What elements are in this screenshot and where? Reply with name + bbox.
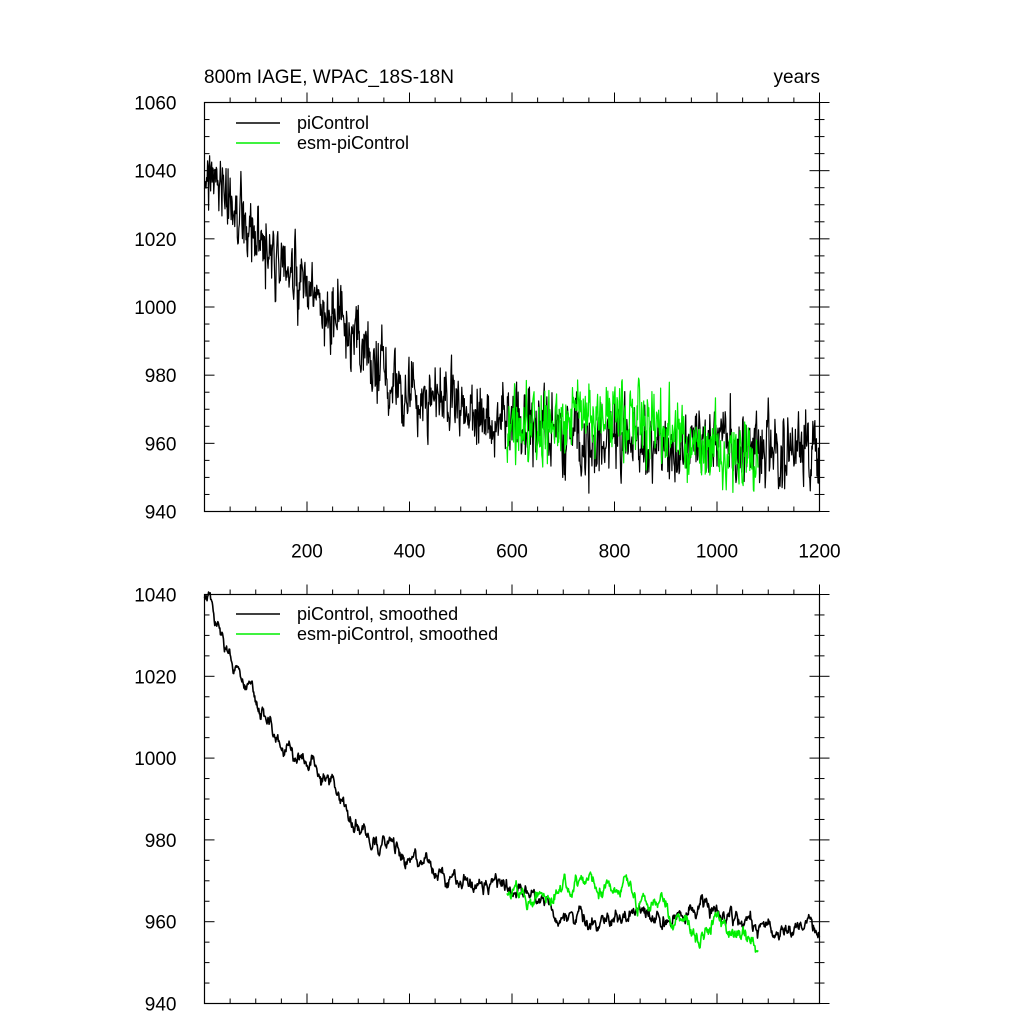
y-tick-label: 940 [145,503,177,524]
series-line-picontrol-smoothed [203,591,821,941]
x-tick-label: 600 [496,542,528,563]
series-line-picontrol [203,155,821,494]
panel-title: 800m IAGE, WPAC_18S-18N [204,67,454,88]
series-line-esm-picontrol-smoothed [506,871,759,953]
legend-label-picontrol-smoothed: piControl, smoothed [297,604,458,624]
series-line-esm-picontrol [506,377,759,493]
y-tick-label: 1060 [134,94,176,115]
x-tick-label: 400 [394,542,426,563]
legend-label-picontrol: piControl [297,113,369,133]
y-tick-label: 940 [145,995,177,1016]
top-axis-ticks: 200 400 600 800 1000 1200 940 960 980 1000 1020 104… [134,92,841,563]
y-tick-label: 1020 [134,230,176,251]
x-tick-label: 1200 [798,542,840,563]
bottom-legend: piControl, smoothed esm-piControl, smoot… [236,604,498,644]
x-tick-label: 1000 [696,542,738,563]
top-legend: piControl esm-piControl [236,113,409,153]
y-tick-label: 960 [145,434,177,455]
bottom-panel: 940 960 980 1000 1020 1040 piControl, smoothe… [134,584,830,1016]
y-tick-label: 1040 [134,162,176,183]
y-tick-label: 980 [145,366,177,387]
y-tick-label: 1040 [134,586,176,607]
legend-label-esm-picontrol-smoothed: esm-piControl, smoothed [297,624,498,644]
x-tick-label: 800 [599,542,631,563]
y-tick-label: 1020 [134,667,176,688]
y-tick-label: 1000 [134,298,176,319]
legend-label-esm-picontrol: esm-piControl [297,133,409,153]
y-tick-label: 1000 [134,749,176,770]
panel-title-right: years [774,67,820,88]
top-plot-frame [203,101,821,513]
bottom-plot-frame [203,593,821,1005]
y-tick-label: 980 [145,831,177,852]
x-tick-label: 200 [291,542,323,563]
y-tick-label: 960 [145,913,177,934]
top-series-lines [203,155,821,494]
top-panel: 800m IAGE, WPAC_18S-18N years 200 400 600 8… [134,67,840,563]
bottom-axis-ticks: 940 960 980 1000 1020 1040 [134,584,830,1016]
bottom-series-lines [203,591,821,953]
